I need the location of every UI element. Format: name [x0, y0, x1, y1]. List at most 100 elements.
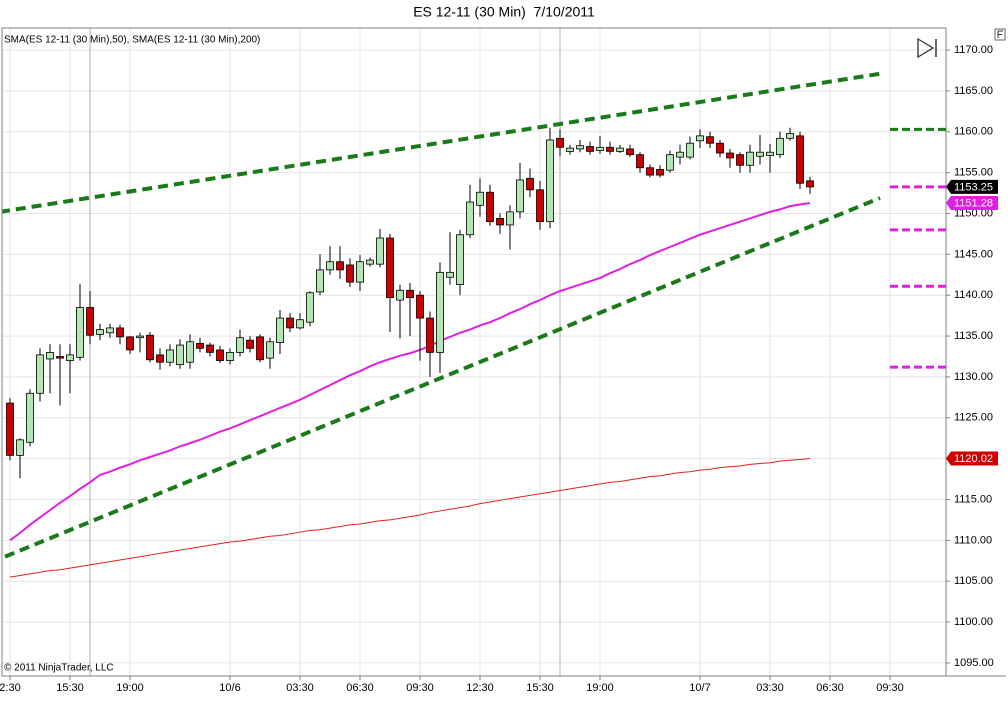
y-tick-label: 1155.00: [954, 167, 993, 179]
y-tick-label: 1135.00: [954, 330, 993, 342]
candle-body: [476, 191, 484, 206]
y-tick-label: 1170.00: [954, 44, 993, 56]
candle-body: [506, 211, 514, 226]
x-tick-label: 12:30: [466, 682, 494, 694]
candle-body: [466, 201, 474, 236]
candle-body: [806, 180, 814, 188]
candle-body: [96, 329, 104, 335]
candle-body: [636, 154, 644, 169]
candle-body: [586, 146, 594, 152]
candle-body: [246, 339, 254, 349]
candle-body: [616, 147, 624, 152]
x-tick-label: 03:30: [756, 682, 784, 694]
f-button-glyph: [997, 30, 1003, 38]
candle-body: [316, 269, 324, 293]
x-tick-label: 10/6: [219, 682, 240, 694]
candle-body: [56, 356, 64, 359]
candle-body: [416, 294, 424, 319]
candle-body: [706, 136, 714, 144]
candle-body: [786, 133, 794, 139]
axis-marker-label: 1153.25: [954, 181, 993, 193]
x-tick-label: 06:30: [346, 682, 374, 694]
candle-body: [486, 191, 494, 223]
candle-body: [456, 234, 464, 285]
x-tick-label: 19:00: [586, 682, 614, 694]
candle-body: [306, 292, 314, 323]
candle-body: [346, 264, 354, 283]
candle-body: [386, 237, 394, 299]
candle-body: [496, 217, 504, 226]
plot: [2, 71, 881, 578]
candle-body: [366, 259, 374, 265]
x-tick-label: 15:30: [526, 682, 554, 694]
candle-body: [756, 151, 764, 157]
candle-body: [356, 261, 364, 283]
candle-body: [86, 307, 94, 336]
axis-marker: [946, 179, 998, 194]
candle-body: [186, 341, 194, 363]
candle-body: [546, 139, 554, 223]
candle-body: [766, 151, 774, 156]
y-tick-label: 1130.00: [954, 371, 993, 383]
candle-body: [256, 336, 264, 361]
candle-body: [276, 317, 284, 344]
candle-body: [666, 154, 674, 171]
x-tick-label: 2:30: [0, 682, 21, 694]
y-tick-label: 1160.00: [954, 126, 993, 138]
trendline: [4, 196, 881, 559]
candle-body: [516, 179, 524, 213]
candle-body: [126, 336, 134, 351]
x-tick-label: 10/7: [689, 682, 710, 694]
chart-title: ES 12-11 (30 Min) 7/10/2011: [413, 4, 595, 20]
candle-body: [556, 137, 564, 148]
y-tick-label: 1140.00: [954, 289, 993, 301]
candle-body: [406, 289, 414, 299]
candle-body: [176, 344, 184, 366]
candle-body: [106, 327, 114, 334]
candle-body: [646, 167, 654, 176]
candle-body: [736, 154, 744, 166]
candle-body: [606, 146, 614, 152]
candle-body: [216, 349, 224, 361]
sma-line: [9, 202, 811, 542]
candle-body: [626, 148, 634, 156]
sma-line: [9, 457, 811, 578]
candle-body: [236, 337, 244, 353]
x-tick-label: 15:30: [56, 682, 84, 694]
indicator-label: SMA(ES 12-11 (30 Min),50), SMA(ES 12-11 …: [4, 35, 260, 46]
candle-body: [146, 334, 154, 361]
y-tick-label: 1145.00: [954, 248, 993, 260]
candle-body: [116, 327, 124, 338]
candle-body: [36, 354, 44, 394]
candle-body: [426, 317, 434, 353]
y-tick-label: 1095.00: [954, 657, 994, 669]
axis-marker: [946, 451, 998, 466]
y-tick-label: 1115.00: [954, 493, 992, 505]
y-tick-label: 1125.00: [954, 412, 993, 424]
play-icon-triangle: [917, 37, 935, 59]
candle-body: [286, 317, 294, 329]
y-tick-label: 1165.00: [954, 85, 993, 97]
candle-body: [46, 352, 54, 360]
candle-body: [746, 151, 754, 166]
candle-body: [136, 335, 144, 339]
candle-body: [796, 135, 804, 184]
axis-marker: [946, 196, 998, 211]
grid: [2, 28, 946, 676]
candle-body: [526, 177, 534, 191]
trendline: [2, 71, 881, 214]
play-icon[interactable]: [917, 37, 937, 59]
candle-body: [206, 344, 214, 353]
y-tick-label: 1110.00: [954, 534, 992, 546]
candle-body: [396, 289, 404, 301]
f-button[interactable]: [994, 28, 1006, 41]
x-tick-label: 06:30: [816, 682, 844, 694]
y-tick-label: 1150.00: [954, 207, 993, 219]
candle-body: [326, 261, 334, 271]
candle-body: [686, 142, 694, 158]
candle-body: [696, 135, 704, 142]
candle-body: [196, 343, 204, 349]
candle-body: [566, 147, 574, 152]
